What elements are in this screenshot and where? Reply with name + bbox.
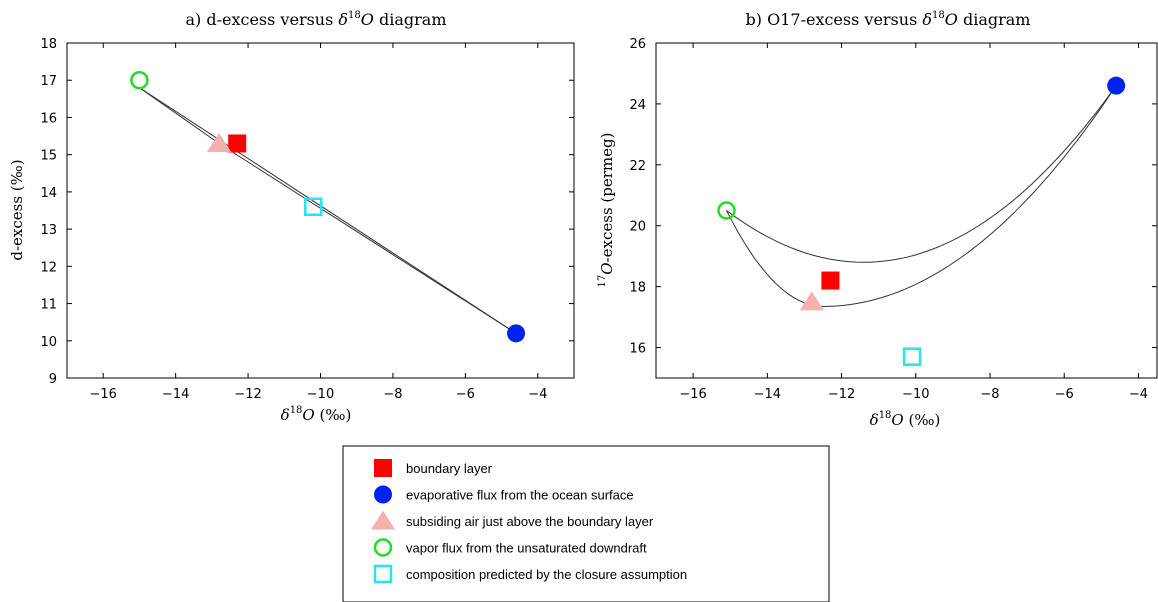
chart-b-y-tick-label: 20 [629, 220, 646, 235]
chart-b-x-tick-label: −16 [679, 387, 706, 402]
chart-b-x-tick-label: −8 [980, 387, 999, 402]
chart-a-y-tick-label: 14 [40, 186, 57, 201]
chart-b-mixing-curves [726, 85, 1117, 307]
chart-b-x-tick-label: −10 [902, 387, 929, 402]
chart-a-y-tick-label: 18 [40, 37, 57, 52]
chart-b-y-tick-label: 24 [629, 98, 646, 113]
chart-b-x-tick-label: −6 [1055, 387, 1074, 402]
chart-a-title: a) d-excess versus δ18O diagram [185, 10, 446, 29]
chart-b-point [717, 201, 736, 220]
legend-label: evaporative flux from the ocean surface [406, 488, 634, 503]
chart-a-x-tick-label: −10 [307, 387, 334, 402]
chart-b-title: b) O17-excess versus δ18O diagram [746, 10, 1031, 29]
chart-a-y-ticks: 9 10 11 12 13 14 15 16 17 18 [40, 37, 574, 387]
chart-a-y-tick-label: 17 [40, 74, 57, 89]
chart-b-point [799, 291, 825, 311]
chart-a-x-tick-label: −6 [456, 387, 475, 402]
chart-b-y-tick-label: 16 [629, 342, 646, 357]
chart-b-y-label: 17O-excess (permeg) [597, 133, 616, 288]
legend-marker [374, 485, 392, 504]
chart-b-point [821, 271, 840, 290]
legend-marker [373, 564, 393, 584]
chart-a-x-tick-label: −4 [528, 387, 547, 402]
chart-a-point [130, 70, 149, 90]
chart-a-y-tick-label: 12 [40, 260, 57, 275]
chart-a-x-ticks: −16 −14 −12 −10 −8 −6 −4 [89, 43, 547, 402]
chart-a-y-tick-label: 10 [40, 335, 57, 350]
chart-a-y-tick-label: 9 [49, 372, 57, 387]
chart-b-point [902, 347, 922, 366]
chart-a-y-label: d-excess (‰) [8, 159, 26, 260]
chart-b-y-tick-label: 26 [629, 37, 646, 52]
legend-box [342, 445, 830, 602]
chart-a-y-tick-label: 16 [40, 111, 57, 126]
chart-a-y-tick-label: 11 [40, 298, 57, 313]
chart-a-points [130, 70, 526, 343]
chart-b-points [717, 76, 1126, 366]
chart-b: b) O17-excess versus δ18O diagram −16 −14… [597, 10, 1158, 429]
chart-b-mixing-curve-lower [726, 85, 1117, 307]
legend-label: subsiding air just above the boundary la… [406, 514, 654, 529]
legend-marker [370, 510, 396, 530]
legend-marker [374, 459, 392, 477]
legend-label: boundary layer [406, 461, 493, 476]
chart-a-y-tick-label: 15 [40, 149, 57, 164]
chart-a-point [304, 197, 323, 217]
legend-label: composition predicted by the closure ass… [406, 567, 687, 582]
legend-items: boundary layer evaporative flux from the … [370, 459, 687, 584]
legend-marker [373, 538, 393, 557]
chart-a: a) d-excess versus δ18O diagram −16 −14 −1… [8, 10, 575, 424]
legend: boundary layer evaporative flux from the … [342, 445, 830, 602]
chart-b-x-ticks: −16 −14 −12 −10 −8 −6 −4 [679, 43, 1148, 402]
chart-a-x-tick-label: −16 [89, 387, 116, 402]
chart-b-x-label: δ18O (‰) [870, 410, 941, 429]
chart-b-y-tick-label: 22 [629, 159, 646, 174]
chart-b-point [1107, 76, 1126, 95]
chart-b-x-tick-label: −14 [754, 387, 781, 402]
legend-label: vapor flux from the unsaturated downdraf… [406, 541, 647, 556]
chart-b-mixing-curve-upper [726, 85, 1117, 263]
chart-a-point [228, 134, 247, 153]
chart-a-x-tick-label: −8 [383, 387, 402, 402]
chart-a-point [206, 133, 232, 153]
chart-b-x-tick-label: −4 [1129, 387, 1148, 402]
chart-a-x-tick-label: −14 [162, 387, 189, 402]
chart-b-x-tick-label: −12 [828, 387, 855, 402]
chart-a-x-tick-label: −12 [234, 387, 261, 402]
chart-b-y-ticks: 16 18 20 22 24 26 [629, 37, 1157, 357]
chart-a-y-tick-label: 13 [40, 223, 57, 238]
chart-a-point [507, 324, 526, 343]
chart-b-y-tick-label: 18 [629, 281, 646, 296]
chart-a-mixing-line [139, 87, 517, 334]
chart-b-plot-area [655, 42, 1158, 379]
chart-a-x-label: δ18O (‰) [281, 405, 352, 424]
